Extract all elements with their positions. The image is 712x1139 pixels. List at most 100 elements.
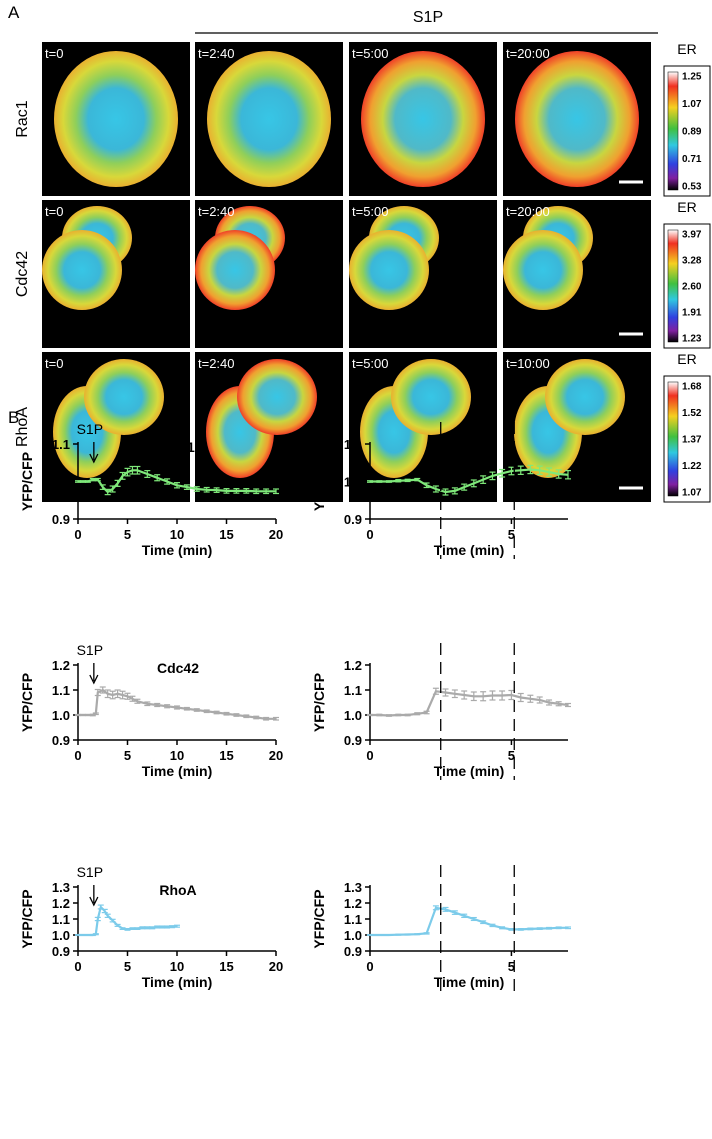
colorbar-tick-label: 2.60 bbox=[682, 282, 702, 293]
cell-shape bbox=[195, 230, 275, 310]
y-tick-label: 1.0 bbox=[52, 475, 70, 490]
panel-label: B bbox=[8, 408, 19, 427]
x-axis-label: Time (min) bbox=[434, 974, 505, 990]
panel-label: A bbox=[8, 3, 20, 22]
time-label: t=2:40 bbox=[198, 46, 235, 61]
legend-title: ER bbox=[677, 351, 696, 367]
colorbar-tick-label: 1.07 bbox=[682, 488, 702, 499]
series-line bbox=[78, 904, 178, 937]
y-axis-label: YFP/CFP bbox=[311, 673, 327, 732]
x-tick-label: 5 bbox=[124, 527, 131, 542]
y-tick-label: 1.1 bbox=[344, 437, 362, 452]
y-tick-label: 0.9 bbox=[344, 733, 362, 748]
y-tick-label: 1.3 bbox=[344, 880, 362, 895]
colorbar-tick-label: 1.07 bbox=[682, 99, 702, 110]
x-tick-label: 20 bbox=[269, 527, 283, 542]
series-line bbox=[370, 468, 569, 494]
legend-title: ER bbox=[677, 199, 696, 215]
cell-shape bbox=[545, 359, 625, 435]
colorbar-tick-label: 1.37 bbox=[682, 435, 702, 446]
x-tick-label: 10 bbox=[170, 527, 184, 542]
colorbar-tick-label: 0.71 bbox=[682, 154, 702, 165]
annotation: S1P bbox=[77, 421, 103, 437]
colorbar-tick-label: 0.89 bbox=[682, 127, 702, 138]
x-tick-label: 0 bbox=[366, 959, 373, 974]
x-tick-label: 15 bbox=[219, 959, 233, 974]
x-tick-label: 10 bbox=[170, 748, 184, 763]
y-axis-label: YFP/CFP bbox=[19, 673, 35, 732]
x-tick-label: 0 bbox=[366, 527, 373, 542]
chart-title: RhoA bbox=[159, 882, 196, 898]
chart-title: Rac1 bbox=[161, 439, 195, 455]
row-label: Cdc42 bbox=[14, 251, 31, 297]
cell-shape bbox=[42, 230, 122, 310]
y-tick-label: 1.2 bbox=[52, 896, 70, 911]
y-axis-label: YFP/CFP bbox=[311, 452, 327, 511]
y-tick-label: 1.0 bbox=[344, 475, 362, 490]
x-axis-label: Time (min) bbox=[142, 763, 213, 779]
y-tick-label: 1.2 bbox=[344, 658, 362, 673]
cell-shape bbox=[391, 359, 471, 435]
x-axis-label: Time (min) bbox=[142, 974, 213, 990]
colorbar-tick-label: 1.91 bbox=[682, 308, 702, 319]
y-tick-label: 1.1 bbox=[52, 437, 70, 452]
x-tick-label: 0 bbox=[74, 527, 81, 542]
x-tick-label: 10 bbox=[170, 959, 184, 974]
y-tick-label: 1.1 bbox=[52, 683, 70, 698]
colorbar-tick-label: 3.28 bbox=[682, 256, 702, 267]
colorbar bbox=[667, 229, 679, 343]
colorbar-tick-label: 1.25 bbox=[682, 72, 702, 83]
cell-shape bbox=[361, 51, 485, 187]
treatment-label: S1P bbox=[413, 9, 443, 26]
time-label: t=5:00 bbox=[352, 204, 389, 219]
colorbar bbox=[667, 71, 679, 191]
x-tick-label: 5 bbox=[508, 748, 515, 763]
y-axis-label: YFP/CFP bbox=[311, 889, 327, 948]
colorbar-tick-label: 1.22 bbox=[682, 461, 702, 472]
time-label: t=0 bbox=[45, 46, 63, 61]
time-label: t=20:00 bbox=[506, 204, 550, 219]
colorbar-tick-label: 1.52 bbox=[682, 408, 702, 419]
x-tick-label: 15 bbox=[219, 748, 233, 763]
y-tick-label: 0.9 bbox=[52, 733, 70, 748]
annotation-arrowhead bbox=[89, 453, 99, 464]
y-axis-label: YFP/CFP bbox=[19, 889, 35, 948]
row-label: Rac1 bbox=[14, 100, 31, 137]
cell-shape bbox=[54, 51, 178, 187]
annotation: S1P bbox=[77, 864, 103, 880]
x-axis-label: Time (min) bbox=[434, 763, 505, 779]
x-tick-label: 0 bbox=[74, 748, 81, 763]
cell-shape bbox=[349, 230, 429, 310]
x-axis-label: Time (min) bbox=[142, 542, 213, 558]
y-tick-label: 1.1 bbox=[344, 683, 362, 698]
y-tick-label: 0.9 bbox=[344, 944, 362, 959]
colorbar-tick-label: 1.23 bbox=[682, 334, 702, 345]
cell-shape bbox=[207, 51, 331, 187]
y-tick-label: 1.3 bbox=[52, 880, 70, 895]
colorbar-tick-label: 1.68 bbox=[682, 382, 702, 393]
x-tick-label: 5 bbox=[124, 959, 131, 974]
time-label: t=2:40 bbox=[198, 204, 235, 219]
time-label: t=2:40 bbox=[198, 356, 235, 371]
colorbar bbox=[667, 381, 679, 497]
x-tick-label: 5 bbox=[124, 748, 131, 763]
colorbar-tick-label: 0.53 bbox=[682, 182, 702, 193]
x-tick-label: 0 bbox=[366, 748, 373, 763]
x-tick-label: 15 bbox=[219, 527, 233, 542]
series-line bbox=[78, 688, 276, 720]
x-tick-label: 0 bbox=[74, 959, 81, 974]
series-line bbox=[78, 469, 276, 494]
legend-title: ER bbox=[677, 41, 696, 57]
annotation: S1P bbox=[77, 642, 103, 658]
x-tick-label: 20 bbox=[269, 748, 283, 763]
cell-shape bbox=[84, 359, 164, 435]
time-label: t=20:00 bbox=[506, 46, 550, 61]
y-tick-label: 1.1 bbox=[344, 912, 362, 927]
x-tick-label: 5 bbox=[508, 527, 515, 542]
cell-shape bbox=[515, 51, 639, 187]
cell-shape bbox=[503, 230, 583, 310]
series-line bbox=[370, 906, 568, 937]
time-label: t=0 bbox=[45, 204, 63, 219]
row-label: RhoA bbox=[14, 407, 31, 447]
